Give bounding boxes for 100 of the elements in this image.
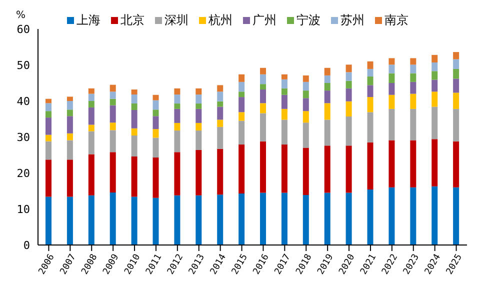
bar (110, 98, 116, 106)
bar (152, 198, 159, 245)
bar (453, 108, 460, 142)
bar (302, 90, 309, 98)
bar (88, 154, 94, 196)
bar (66, 160, 73, 197)
bar (388, 140, 395, 188)
bar (131, 156, 138, 197)
bar (217, 106, 224, 120)
bar (324, 146, 330, 193)
bar (196, 150, 202, 196)
bar (281, 144, 288, 193)
bar (324, 75, 330, 83)
bar (110, 192, 116, 245)
bar (131, 196, 138, 245)
bar (281, 79, 288, 88)
bar (88, 101, 94, 108)
bar (302, 75, 309, 82)
bar (152, 94, 159, 100)
bar (110, 84, 116, 92)
y-tick-label: 0 (23, 238, 30, 252)
bar (260, 84, 266, 90)
bar (324, 120, 330, 146)
bar (346, 146, 352, 193)
bar (196, 88, 202, 95)
bar (46, 141, 52, 160)
bar (88, 131, 94, 154)
bar (152, 116, 159, 130)
bar (388, 187, 395, 245)
bar (238, 82, 245, 92)
bar (260, 68, 266, 74)
bar (346, 116, 352, 146)
bar (302, 122, 309, 148)
bar (432, 80, 438, 92)
bar (88, 94, 94, 101)
bar (110, 105, 116, 123)
bar (46, 160, 52, 197)
bar (302, 82, 309, 91)
bar (324, 90, 330, 104)
bar (174, 104, 180, 109)
bar (88, 88, 94, 94)
bar (410, 94, 416, 109)
bar (260, 89, 266, 104)
bar (66, 110, 73, 116)
bar (324, 103, 330, 120)
bar (302, 98, 309, 112)
bar (66, 96, 73, 101)
bar (367, 97, 374, 112)
bar (46, 103, 52, 112)
bar (281, 88, 288, 95)
bar (238, 144, 245, 194)
bar (346, 64, 352, 72)
bar (66, 133, 73, 140)
y-tick-label: 60 (16, 22, 30, 36)
bar (432, 71, 438, 80)
bar (238, 97, 245, 112)
bar (388, 64, 395, 74)
bar (110, 122, 116, 130)
bar (260, 103, 266, 114)
bar (281, 120, 288, 145)
bar (196, 104, 202, 109)
bar (131, 104, 138, 110)
bar (388, 58, 395, 65)
bar (281, 74, 288, 80)
bar (346, 192, 352, 245)
bar (238, 120, 245, 145)
legend-label: 宁波 (296, 12, 320, 29)
legend-label: 上海 (76, 12, 100, 29)
legend-label: 杭州 (208, 12, 232, 29)
bar (152, 110, 159, 116)
bar (453, 187, 460, 245)
bar (88, 195, 94, 245)
bar (367, 76, 374, 86)
bar (302, 194, 309, 245)
legend-label: 广州 (252, 12, 276, 29)
bar (346, 80, 352, 88)
bar (152, 129, 159, 138)
bar (367, 68, 374, 77)
bar (174, 88, 180, 95)
bar (46, 118, 52, 135)
bar (217, 148, 224, 195)
bar (281, 94, 288, 109)
bar (196, 94, 202, 104)
bar (196, 108, 202, 123)
bar (367, 61, 374, 69)
y-axis-title: % (16, 10, 26, 21)
bar (432, 54, 438, 62)
bar (152, 100, 159, 110)
bar (110, 92, 116, 99)
bar (46, 196, 52, 245)
bar (110, 152, 116, 192)
bar (324, 192, 330, 245)
bar (238, 74, 245, 82)
bar (88, 107, 94, 125)
bar (174, 94, 180, 104)
y-tick-label: 50 (16, 58, 30, 72)
legend-label: 深圳 (164, 12, 188, 29)
bar (281, 192, 288, 245)
bar (174, 122, 180, 131)
bar (367, 190, 374, 245)
